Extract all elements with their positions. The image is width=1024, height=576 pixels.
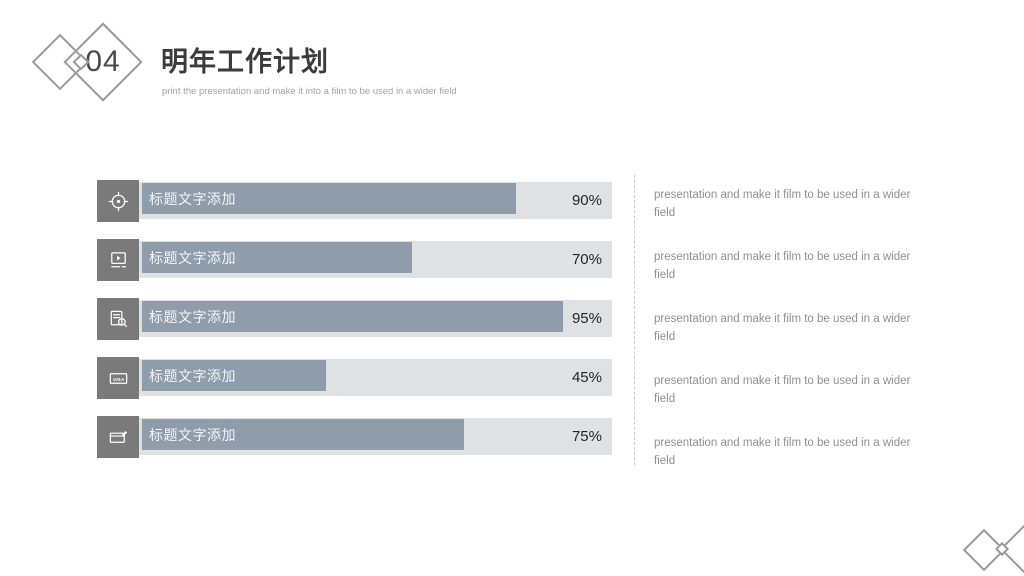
bar-label: 标题文字添加 xyxy=(149,190,236,207)
bar-track: 标题文字添加 70% xyxy=(139,241,612,278)
bar-icon-tile: VISA xyxy=(97,357,139,399)
bar-label: 标题文字添加 xyxy=(149,308,236,325)
bar-row: 标题文字添加 95% xyxy=(97,298,612,340)
document-search-icon xyxy=(107,308,130,331)
page-title: 明年工作计划 xyxy=(161,47,329,77)
notes-column: presentation and make it film to be used… xyxy=(634,175,930,467)
bar-track: 标题文字添加 75% xyxy=(139,418,612,455)
bar-value-label: 90% xyxy=(571,192,602,209)
bar-icon-tile xyxy=(97,298,139,340)
bar-value-label: 45% xyxy=(571,369,602,386)
target-icon xyxy=(107,190,130,213)
note-text: presentation and make it film to be used… xyxy=(654,313,911,343)
note-text: presentation and make it film to be used… xyxy=(654,251,911,281)
bar-track: 标题文字添加 90% xyxy=(139,182,612,219)
bar-chart: 标题文字添加 90% 标题文字添加 70% xyxy=(97,180,612,475)
page-subtitle: print the presentation and make it into … xyxy=(162,86,457,97)
bar-row: VISA 标题文字添加 45% xyxy=(97,357,612,399)
bar-label: 标题文字添加 xyxy=(149,426,236,443)
video-player-icon xyxy=(107,249,130,272)
slide-header: 明年工作计划 print the presentation and make i… xyxy=(161,40,457,97)
bar-icon-tile xyxy=(97,239,139,281)
bar-label: 标题文字添加 xyxy=(149,367,236,384)
bar-track: 标题文字添加 45% xyxy=(139,359,612,396)
bar-value-label: 95% xyxy=(571,310,602,327)
note-text: presentation and make it film to be used… xyxy=(654,375,911,405)
bar-value-label: 75% xyxy=(571,428,602,445)
bar-row: 标题文字添加 75% xyxy=(97,416,612,458)
bar-track: 标题文字添加 95% xyxy=(139,300,612,337)
bar-icon-tile xyxy=(97,416,139,458)
bar-fill: 标题文字添加 xyxy=(142,242,412,273)
bar-fill: 标题文字添加 xyxy=(142,183,516,214)
bar-row: 标题文字添加 90% xyxy=(97,180,612,222)
edit-window-icon xyxy=(107,426,130,449)
bar-value-label: 70% xyxy=(571,251,602,268)
note-text: presentation and make it film to be used… xyxy=(654,437,911,467)
note-text: presentation and make it film to be used… xyxy=(654,189,911,219)
bar-label: 标题文字添加 xyxy=(149,249,236,266)
bar-fill: 标题文字添加 xyxy=(142,360,327,391)
bar-fill: 标题文字添加 xyxy=(142,419,464,450)
visa-card-icon: VISA xyxy=(107,367,130,390)
bar-icon-tile xyxy=(97,180,139,222)
bar-fill: 标题文字添加 xyxy=(142,301,563,332)
bar-row: 标题文字添加 70% xyxy=(97,239,612,281)
svg-text:VISA: VISA xyxy=(112,376,124,382)
